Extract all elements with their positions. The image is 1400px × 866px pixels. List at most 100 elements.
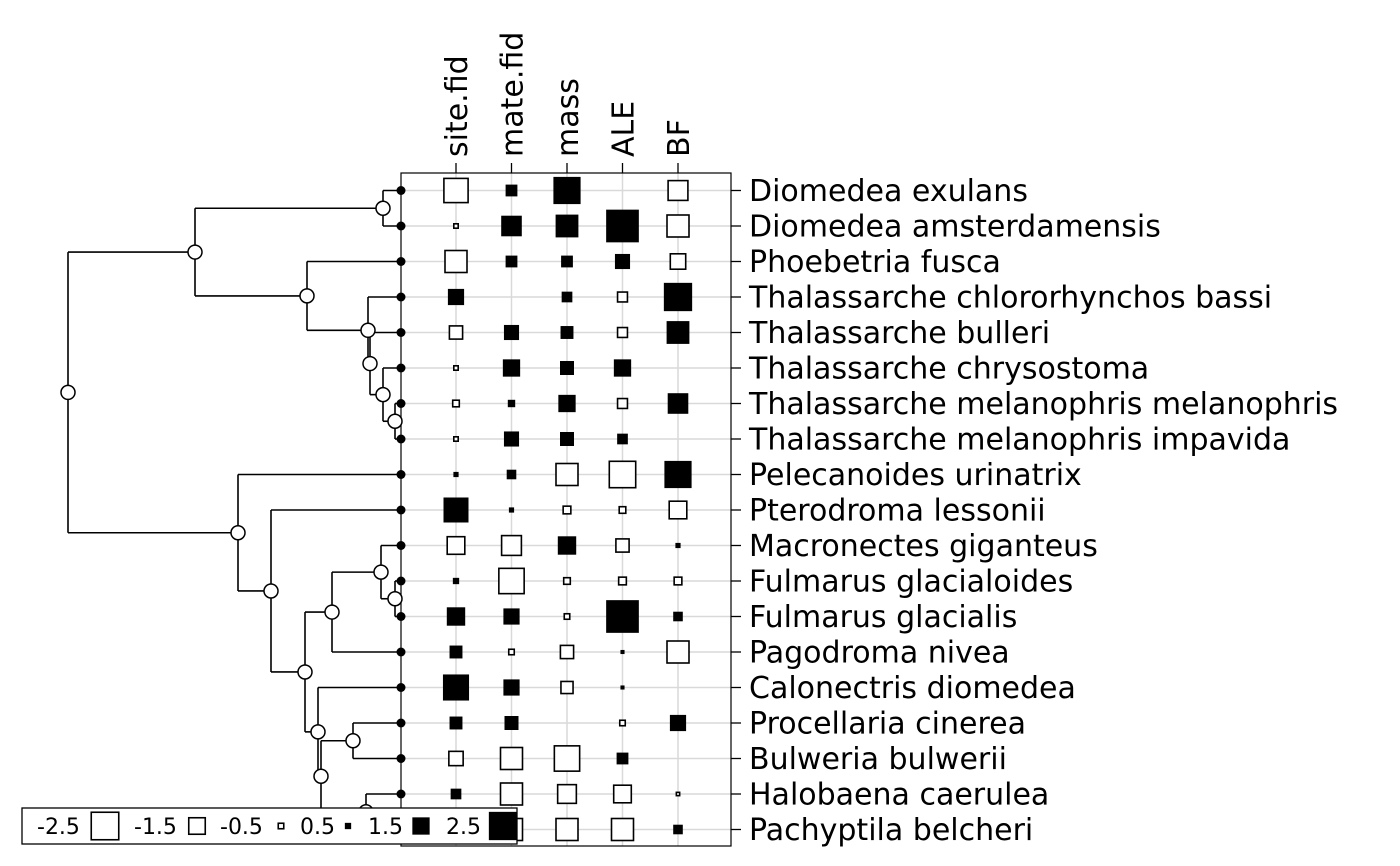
value-square <box>559 644 575 660</box>
value-square <box>555 817 579 842</box>
value-square <box>449 645 463 659</box>
value-square <box>506 469 517 480</box>
tip-dot <box>396 683 406 692</box>
value-square <box>503 608 520 625</box>
value-square <box>673 824 683 835</box>
legend-key-square <box>488 811 518 841</box>
legend-key-square <box>412 817 430 835</box>
value-square <box>610 817 635 842</box>
species-label: Procellaria cinerea <box>749 707 1026 742</box>
value-square <box>503 679 520 696</box>
species-label: Bulweria bulwerii <box>749 742 1007 777</box>
value-square <box>443 497 469 523</box>
value-square <box>442 674 470 701</box>
value-square <box>446 535 466 556</box>
legend-key-square <box>277 822 285 830</box>
value-square <box>452 435 459 442</box>
value-square <box>507 648 516 656</box>
value-square <box>556 783 578 805</box>
tip-dot <box>396 718 406 728</box>
species-label: Pelecanoides urinatrix <box>749 458 1082 493</box>
tip-dot <box>396 257 406 266</box>
species-label: Thalassarche melanophris impavida <box>748 423 1290 458</box>
value-square <box>613 359 632 377</box>
species-label: Macronectes giganteus <box>749 529 1098 564</box>
internal-node-circle <box>373 564 389 580</box>
value-square <box>503 324 520 341</box>
value-square <box>616 397 629 410</box>
value-square <box>673 576 683 586</box>
value-square <box>669 714 687 732</box>
legend-label: -1.5 <box>134 815 177 840</box>
variable-label: BF <box>662 119 697 157</box>
tip-dot <box>396 221 406 231</box>
phylogenetic-tree <box>60 186 406 834</box>
value-square <box>616 752 629 765</box>
value-square <box>664 460 692 489</box>
species-label: Fulmarus glacialoides <box>749 565 1073 600</box>
value-square <box>561 291 573 303</box>
value-square <box>562 576 572 586</box>
value-square <box>453 471 459 478</box>
species-label: Pagodroma nivea <box>749 636 1010 671</box>
value-square <box>499 782 524 806</box>
species-label: Calonectris diomedea <box>749 671 1076 706</box>
legend-label: 0.5 <box>300 815 335 840</box>
value-square <box>618 505 627 515</box>
tip-dot <box>396 470 406 479</box>
value-square <box>666 321 690 344</box>
internal-node-circle <box>375 200 391 216</box>
internal-node-circle <box>313 768 329 784</box>
value-square <box>617 576 628 586</box>
value-square <box>448 325 464 340</box>
value-square <box>616 291 629 303</box>
variable-labels: site.fid mate.fid mass ALE BF <box>440 32 697 173</box>
species-label: Thalassarche chrysostoma <box>748 352 1149 387</box>
value-square <box>617 433 628 445</box>
tip-dot <box>396 754 406 763</box>
value-square <box>507 399 516 408</box>
value-square <box>558 394 576 413</box>
value-square <box>618 719 627 727</box>
species-label: Pterodroma lessonii <box>749 494 1046 529</box>
value-square <box>448 750 464 767</box>
variable-label: site.fid <box>440 55 475 157</box>
value-square <box>452 577 460 585</box>
tip-dot <box>396 541 406 550</box>
legend-key-square <box>187 816 207 836</box>
internal-node-circle <box>360 322 376 339</box>
value-square <box>560 680 574 695</box>
value-square <box>501 215 522 237</box>
value-square <box>451 399 461 408</box>
value-square <box>561 255 573 268</box>
internal-node-circle <box>345 733 361 749</box>
species-label: Fulmarus glacialis <box>749 600 1017 635</box>
species-label: Phoebetria fusca <box>749 245 1001 280</box>
value-square <box>498 567 525 595</box>
internal-node-circle <box>297 664 313 680</box>
size-legend: -2.5 -1.5 -0.5 0.5 1.5 2.5 <box>21 807 518 845</box>
value-square <box>620 685 625 690</box>
internal-node-circle <box>324 604 340 620</box>
value-square <box>673 611 683 622</box>
value-square <box>606 600 639 633</box>
tip-dot <box>396 328 406 337</box>
value-square <box>500 534 523 557</box>
value-square <box>557 536 577 555</box>
species-label: Pachyptila belcheri <box>749 813 1033 848</box>
value-square <box>449 716 463 730</box>
value-square <box>502 359 521 377</box>
species-label: Thalassarche bulleri <box>748 316 1050 351</box>
value-square <box>508 507 515 513</box>
value-square <box>663 282 693 312</box>
value-square <box>666 214 690 238</box>
value-square <box>614 253 631 270</box>
value-square <box>560 326 574 339</box>
legend-label: 2.5 <box>446 815 481 840</box>
species-label: Halobaena caerulea <box>749 778 1049 813</box>
value-square <box>667 179 689 202</box>
internal-node-circle <box>263 583 279 599</box>
value-square <box>616 326 629 339</box>
